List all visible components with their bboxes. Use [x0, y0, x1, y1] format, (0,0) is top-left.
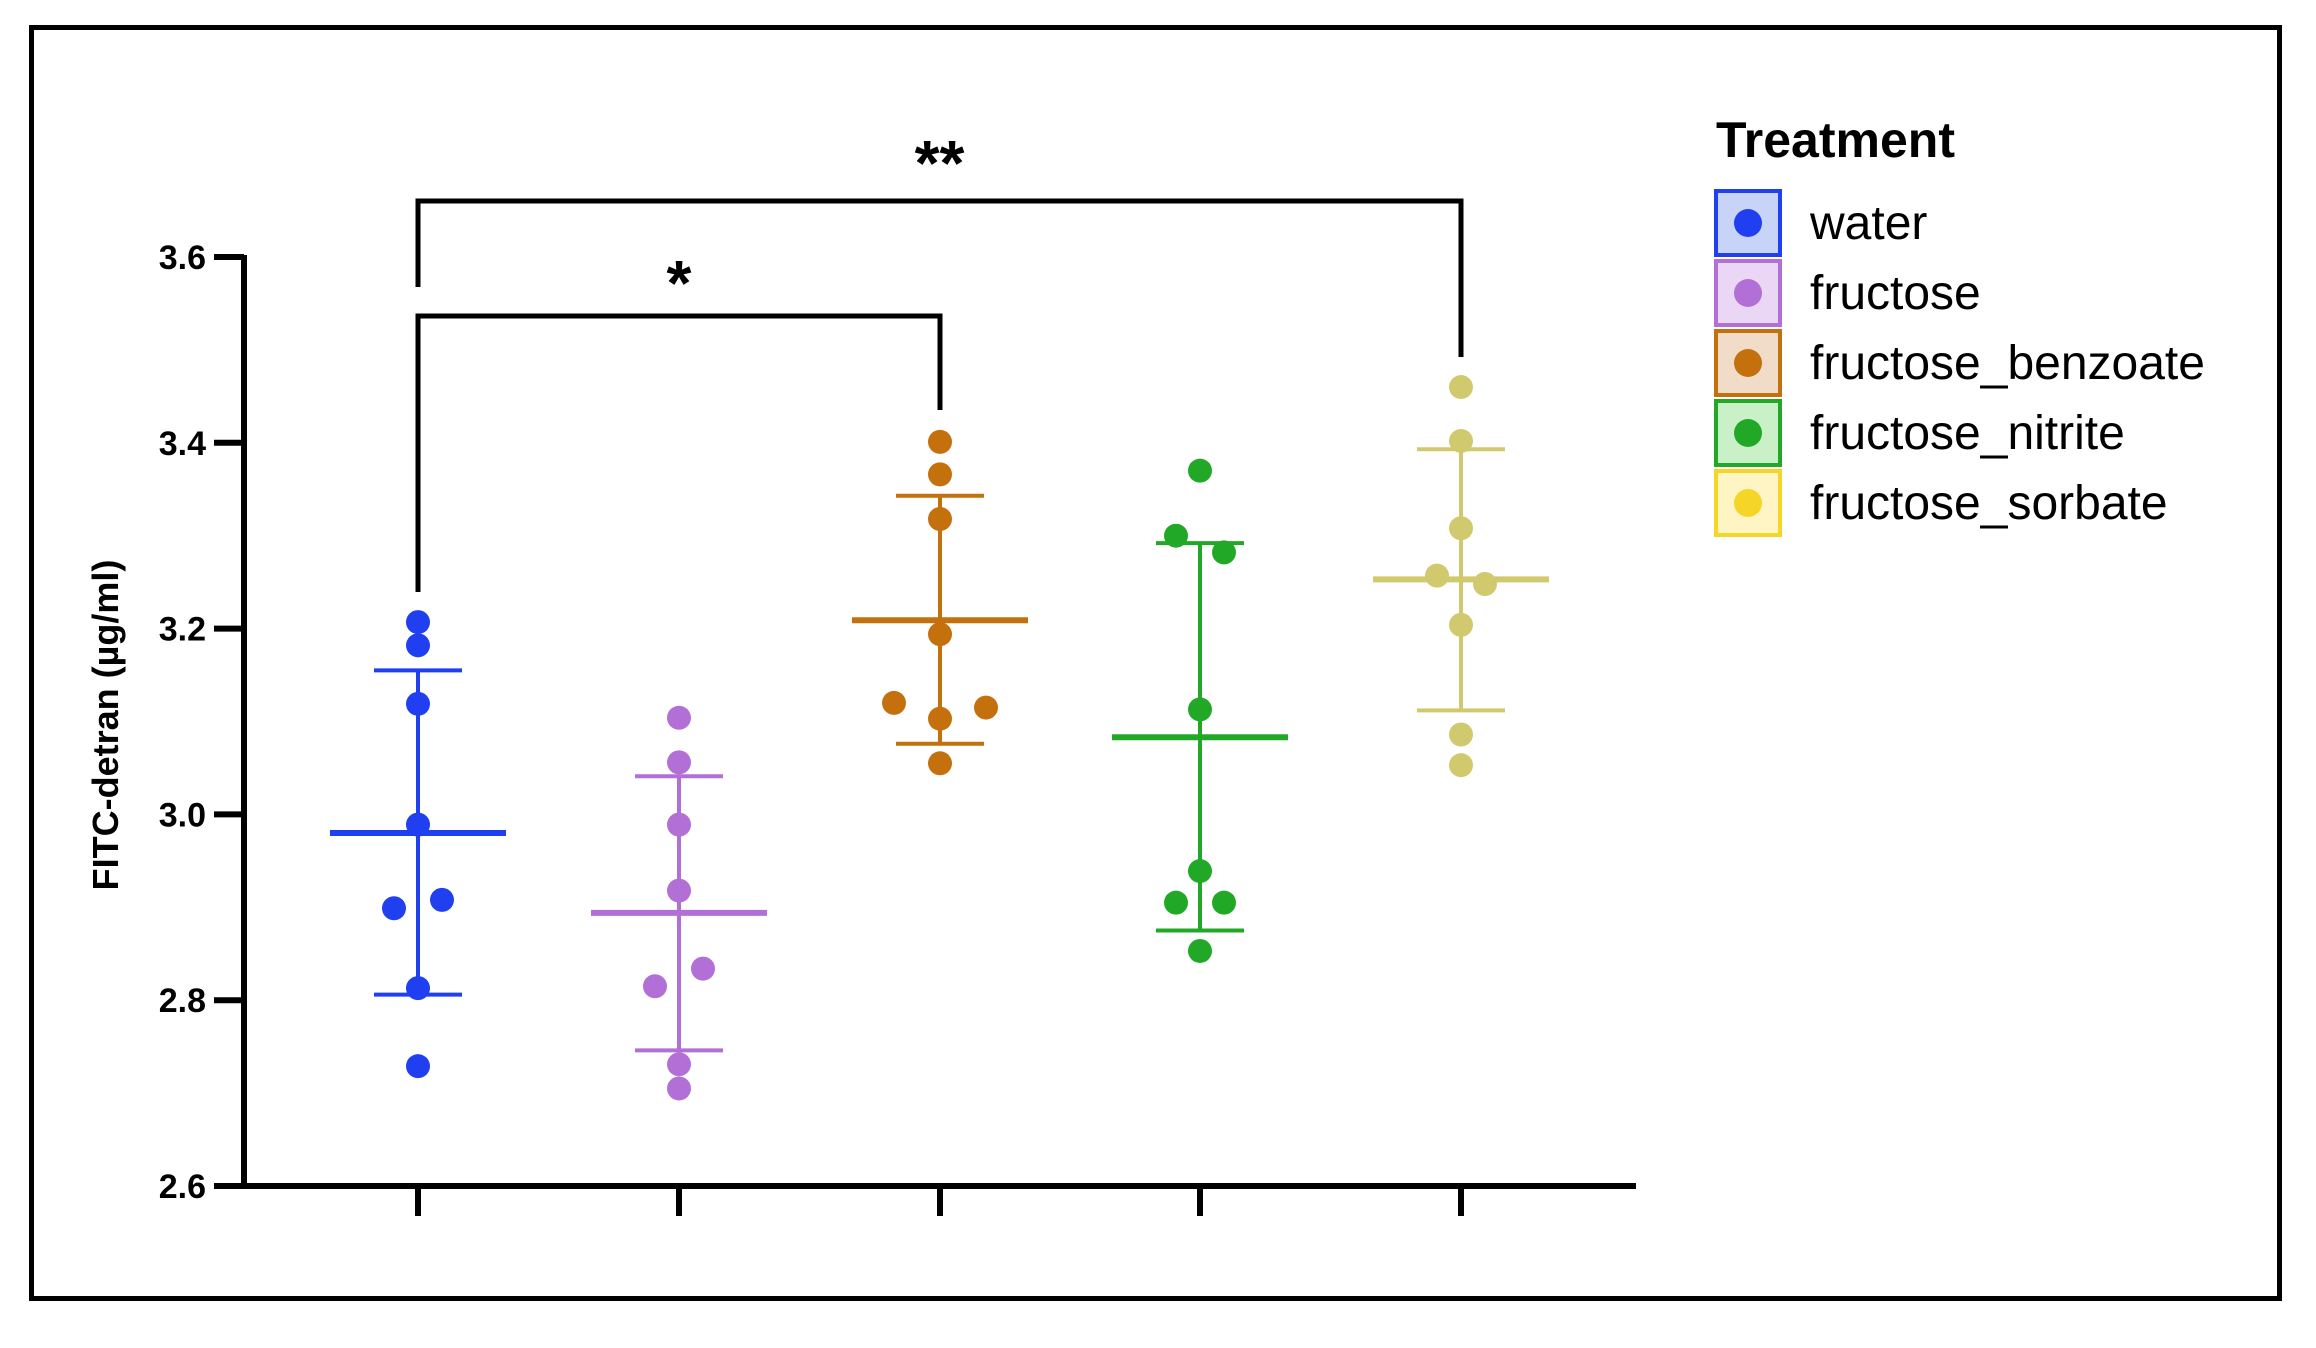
legend-item-fructose_sorbate: fructose_sorbate	[1714, 469, 2168, 537]
legend-label: water	[1809, 197, 1927, 250]
data-point	[667, 878, 691, 903]
data-point	[430, 887, 454, 912]
data-point	[1164, 890, 1188, 915]
data-point	[1473, 572, 1497, 597]
data-point	[928, 706, 952, 731]
legend: Treatment water fructose fructose_benzoate…	[1714, 112, 2205, 537]
legend-item-fructose: fructose	[1714, 259, 1981, 327]
y-tick-label: 3.2	[159, 611, 206, 649]
legend-marker	[1734, 419, 1762, 447]
y-axis-label: FITC-detran (µg/ml)	[85, 560, 126, 891]
legend-marker	[1734, 279, 1762, 307]
significance-bracket	[415, 198, 1464, 357]
data-point	[406, 812, 430, 837]
data-point	[1212, 540, 1236, 565]
data-point	[406, 976, 430, 1001]
data-point	[1449, 516, 1473, 541]
significance-brackets: ***	[415, 127, 1464, 592]
data-point	[667, 1052, 691, 1077]
data-point	[667, 1076, 691, 1101]
data-point	[1449, 722, 1473, 747]
data-point	[928, 462, 952, 487]
group-water	[330, 610, 506, 1079]
group-fructose_nitrite	[1112, 458, 1288, 963]
data-point	[1188, 859, 1212, 884]
legend-marker	[1734, 489, 1762, 517]
legend-marker	[1734, 349, 1762, 377]
data-point	[882, 690, 906, 715]
data-point	[382, 896, 406, 921]
group-fructose_sorbate	[1373, 375, 1549, 778]
data-point	[1188, 938, 1212, 963]
data-point	[928, 622, 952, 647]
data-point	[643, 974, 667, 999]
data-point	[1449, 428, 1473, 453]
data-point	[406, 1054, 430, 1079]
data-groups	[330, 375, 1549, 1101]
significance-bracket	[415, 313, 943, 592]
significance-label: *	[667, 247, 692, 319]
x-axis	[241, 1183, 1636, 1216]
y-tick-label: 2.6	[159, 1168, 206, 1206]
y-axis: 2.6 2.8 3.0 3.2 3.4 3.6	[159, 239, 247, 1206]
data-point	[1188, 458, 1212, 483]
legend-label: fructose	[1810, 267, 1981, 320]
data-point	[406, 691, 430, 716]
significance-label: **	[915, 127, 965, 199]
data-point	[406, 633, 430, 658]
group-fructose_benzoate	[852, 429, 1028, 776]
legend-marker	[1734, 209, 1762, 237]
legend-label: fructose_sorbate	[1810, 477, 2168, 530]
data-point	[1449, 375, 1473, 400]
data-point	[1449, 753, 1473, 778]
legend-item-water: water	[1714, 189, 1927, 257]
data-point	[667, 812, 691, 837]
data-point	[928, 429, 952, 454]
legend-label: fructose_benzoate	[1810, 337, 2205, 390]
figure-frame	[29, 25, 2282, 1301]
data-point	[1449, 612, 1473, 637]
data-point	[1212, 890, 1236, 915]
legend-title: Treatment	[1716, 112, 1955, 168]
data-point	[974, 695, 998, 720]
y-tick-label: 3.4	[159, 425, 206, 463]
y-tick-label: 2.8	[159, 982, 206, 1020]
data-point	[1164, 523, 1188, 548]
legend-item-fructose_nitrite: fructose_nitrite	[1714, 399, 2125, 467]
data-point	[1425, 563, 1449, 588]
group-fructose	[591, 705, 767, 1101]
data-point	[928, 751, 952, 776]
legend-item-fructose_benzoate: fructose_benzoate	[1714, 329, 2205, 397]
data-point	[667, 705, 691, 730]
data-point	[1188, 697, 1212, 722]
y-tick-label: 3.0	[159, 796, 206, 834]
y-tick-label: 3.6	[159, 239, 206, 277]
data-point	[406, 610, 430, 635]
legend-label: fructose_nitrite	[1810, 407, 2125, 460]
data-point	[928, 506, 952, 531]
data-point	[691, 956, 715, 981]
data-point	[667, 750, 691, 775]
